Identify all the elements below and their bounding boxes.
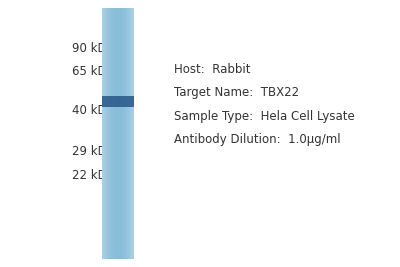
Text: Target Name:  TBX22: Target Name: TBX22: [174, 86, 299, 99]
Text: Host:  Rabbit: Host: Rabbit: [174, 62, 250, 76]
Text: 40 kDa__: 40 kDa__: [72, 103, 126, 116]
Text: 90 kDa__: 90 kDa__: [72, 41, 126, 54]
Text: Sample Type:  Hela Cell Lysate: Sample Type: Hela Cell Lysate: [174, 110, 355, 123]
Text: Antibody Dilution:  1.0μg/ml: Antibody Dilution: 1.0μg/ml: [174, 134, 341, 147]
Text: 29 kDa__: 29 kDa__: [72, 144, 126, 157]
Text: 22 kDa__: 22 kDa__: [72, 168, 126, 181]
Bar: [102, 96, 134, 107]
Text: 65 kDa__: 65 kDa__: [72, 64, 126, 77]
